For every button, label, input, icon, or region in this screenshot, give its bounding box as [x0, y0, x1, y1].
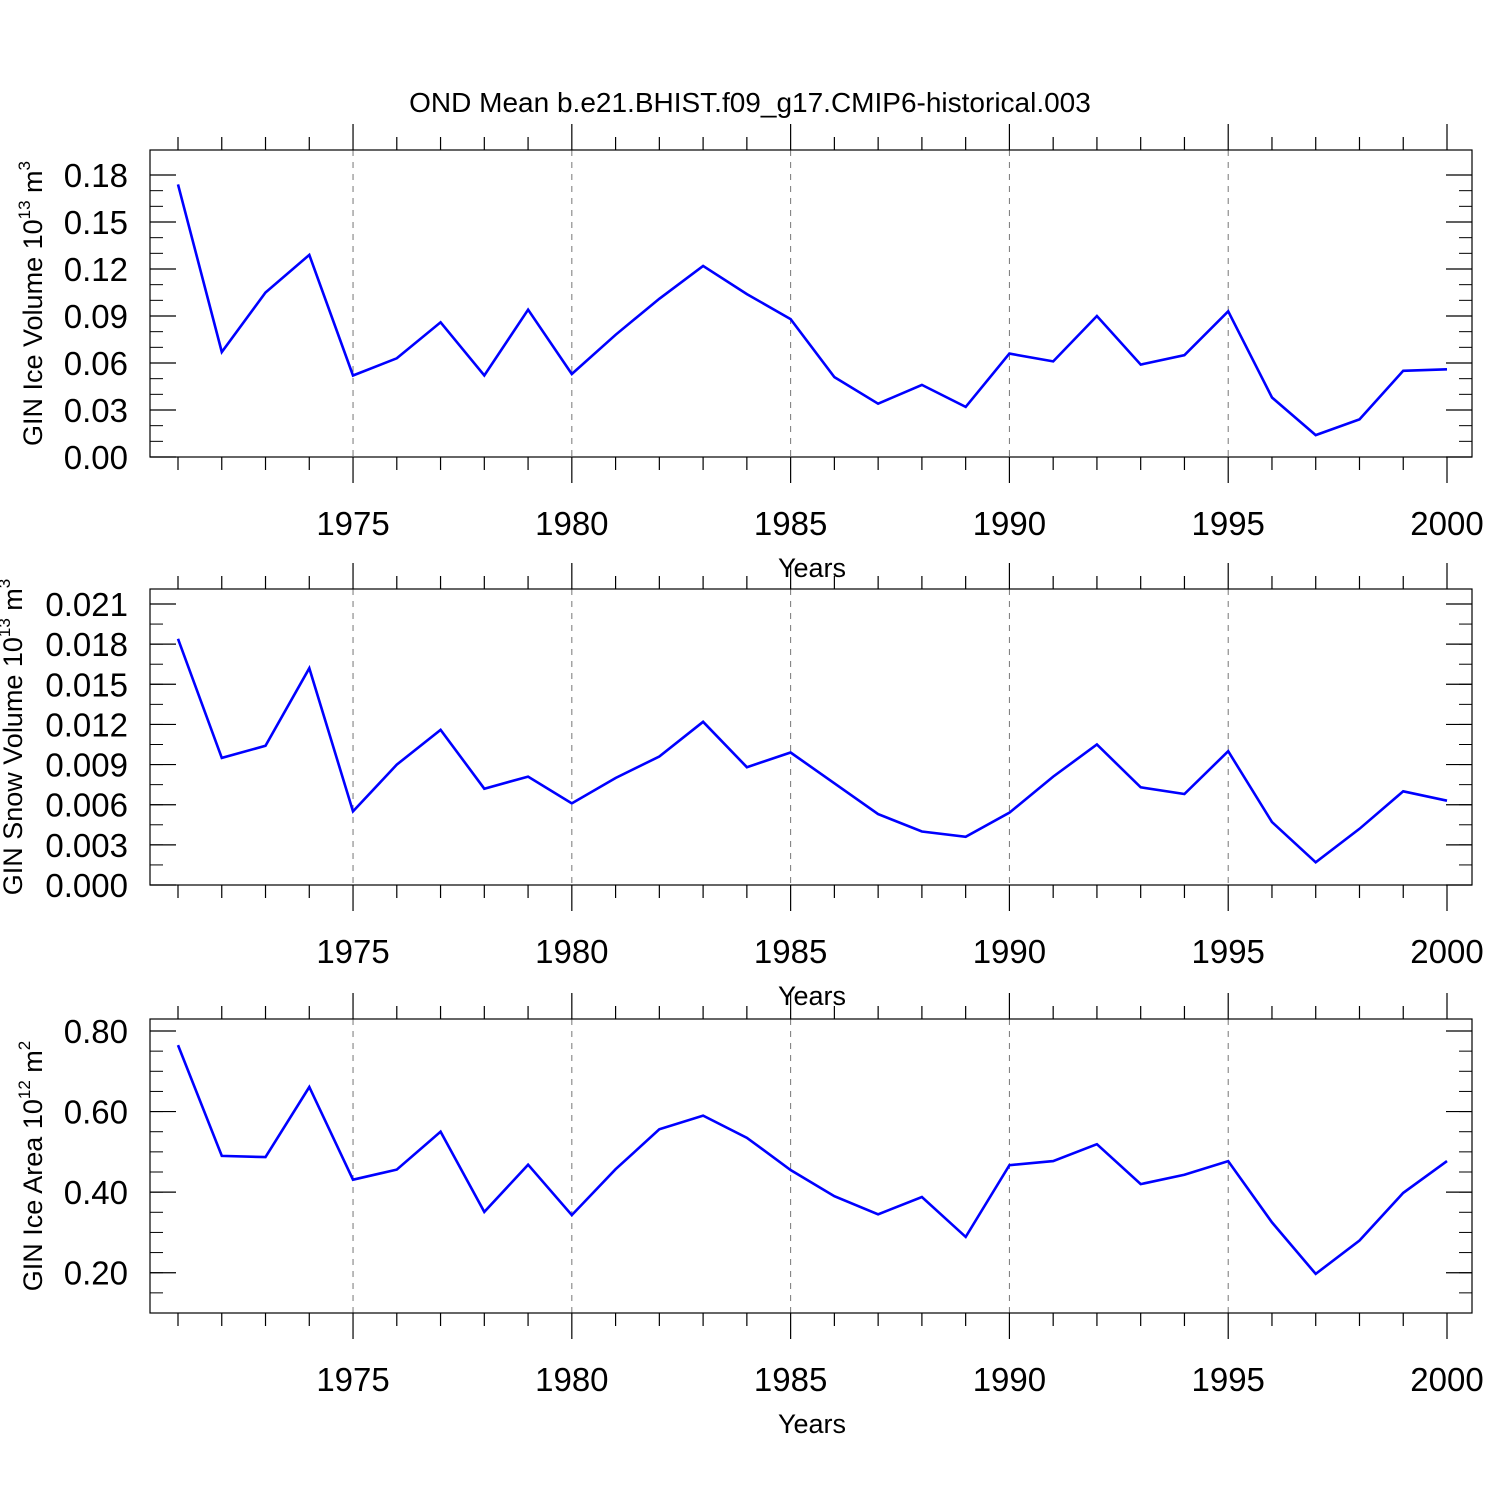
y-tick-label: 0.20 — [64, 1255, 128, 1292]
y-tick-label: 0.40 — [64, 1174, 128, 1211]
y-axis-label-unit: m — [0, 588, 28, 618]
plot-frame — [149, 1018, 1473, 1314]
x-tick-label: 1980 — [535, 1361, 608, 1398]
y-tick-label: 0.000 — [45, 867, 128, 904]
x-tick-label: 1990 — [973, 933, 1046, 970]
series-line — [176, 638, 1448, 864]
x-tick-label: 1975 — [316, 933, 389, 970]
y-tick-label: 0.15 — [64, 204, 128, 241]
plot-frame — [149, 149, 1473, 458]
y-tick-label: 0.015 — [45, 666, 128, 703]
x-tick-label: 2000 — [1410, 505, 1483, 542]
y-axis-label: GIN Ice Area 1012 m2 — [15, 1041, 48, 1292]
y-axis-label-main: GIN Ice Volume 10 — [18, 219, 48, 446]
x-tick-label: 1980 — [535, 933, 608, 970]
y-axis-label-unit: m — [18, 170, 48, 200]
x-tick-label: 1975 — [316, 505, 389, 542]
x-tick-label: 1990 — [973, 505, 1046, 542]
y-tick-label: 0.003 — [45, 827, 128, 864]
x-tick-label: 2000 — [1410, 1361, 1483, 1398]
x-tick-label: 1990 — [973, 1361, 1046, 1398]
x-tick-label: 1985 — [754, 933, 827, 970]
y-tick-label: 0.18 — [64, 157, 128, 194]
x-axis-label: Years — [778, 1409, 846, 1439]
y-tick-label: 0.006 — [45, 787, 128, 824]
y-axis-label: GIN Snow Volume 1013 m3 — [0, 579, 28, 896]
y-tick-label: 0.021 — [45, 586, 128, 623]
y-axis-label-unit-exponent: 3 — [15, 161, 34, 170]
x-tick-label: 1975 — [316, 1361, 389, 1398]
y-tick-label: 0.00 — [64, 439, 128, 476]
y-tick-label: 0.03 — [64, 392, 128, 429]
y-axis-label-main: GIN Snow Volume 10 — [0, 637, 28, 895]
y-tick-label: 0.80 — [64, 1013, 128, 1050]
x-tick-label: 1985 — [754, 1361, 827, 1398]
chart-panel-1: 1975 1980 1985 1990 1995 2000 Years 0.00 0.03 0.0… — [15, 124, 1484, 583]
y-tick-label: 0.09 — [64, 298, 128, 335]
y-axis-label: GIN Ice Volume 1013 m3 — [15, 161, 48, 446]
x-tick-label: 1995 — [1191, 1361, 1264, 1398]
x-tick-label: 2000 — [1410, 933, 1483, 970]
y-axis-label-exponent: 13 — [0, 618, 14, 637]
series-line — [176, 1044, 1448, 1276]
y-axis-label-exponent: 12 — [15, 1080, 34, 1099]
chart-panel-3: 1975 1980 1985 1990 1995 2000 Years 0.20 0.40 0.6… — [15, 993, 1484, 1439]
y-axis-label-main: GIN Ice Area 10 — [18, 1099, 48, 1291]
chart-panel-2: 1975 1980 1985 1990 1995 2000Years0.0000.0030… — [0, 563, 1484, 1011]
y-tick-label: 0.009 — [45, 747, 128, 784]
y-tick-label: 0.06 — [64, 345, 128, 382]
x-tick-label: 1995 — [1191, 933, 1264, 970]
x-axis-label: Years — [778, 981, 846, 1011]
plot-frame — [149, 588, 1473, 886]
series-line — [176, 184, 1448, 437]
y-tick-label: 0.12 — [64, 251, 128, 288]
y-tick-label: 0.018 — [45, 626, 128, 663]
y-axis-label-unit: m — [18, 1050, 48, 1080]
y-axis-label-unit-exponent: 2 — [15, 1041, 34, 1050]
x-tick-label: 1995 — [1191, 505, 1264, 542]
y-axis-label-unit-exponent: 3 — [0, 579, 14, 588]
x-tick-label: 1980 — [535, 505, 608, 542]
y-axis-label-exponent: 13 — [15, 200, 34, 219]
x-tick-label: 1985 — [754, 505, 827, 542]
y-tick-label: 0.60 — [64, 1094, 128, 1131]
chart-title: OND Mean b.e21.BHIST.f09_g17.CMIP6-histo… — [409, 87, 1091, 118]
y-tick-label: 0.012 — [45, 706, 128, 743]
x-axis-label: Years — [778, 553, 846, 583]
